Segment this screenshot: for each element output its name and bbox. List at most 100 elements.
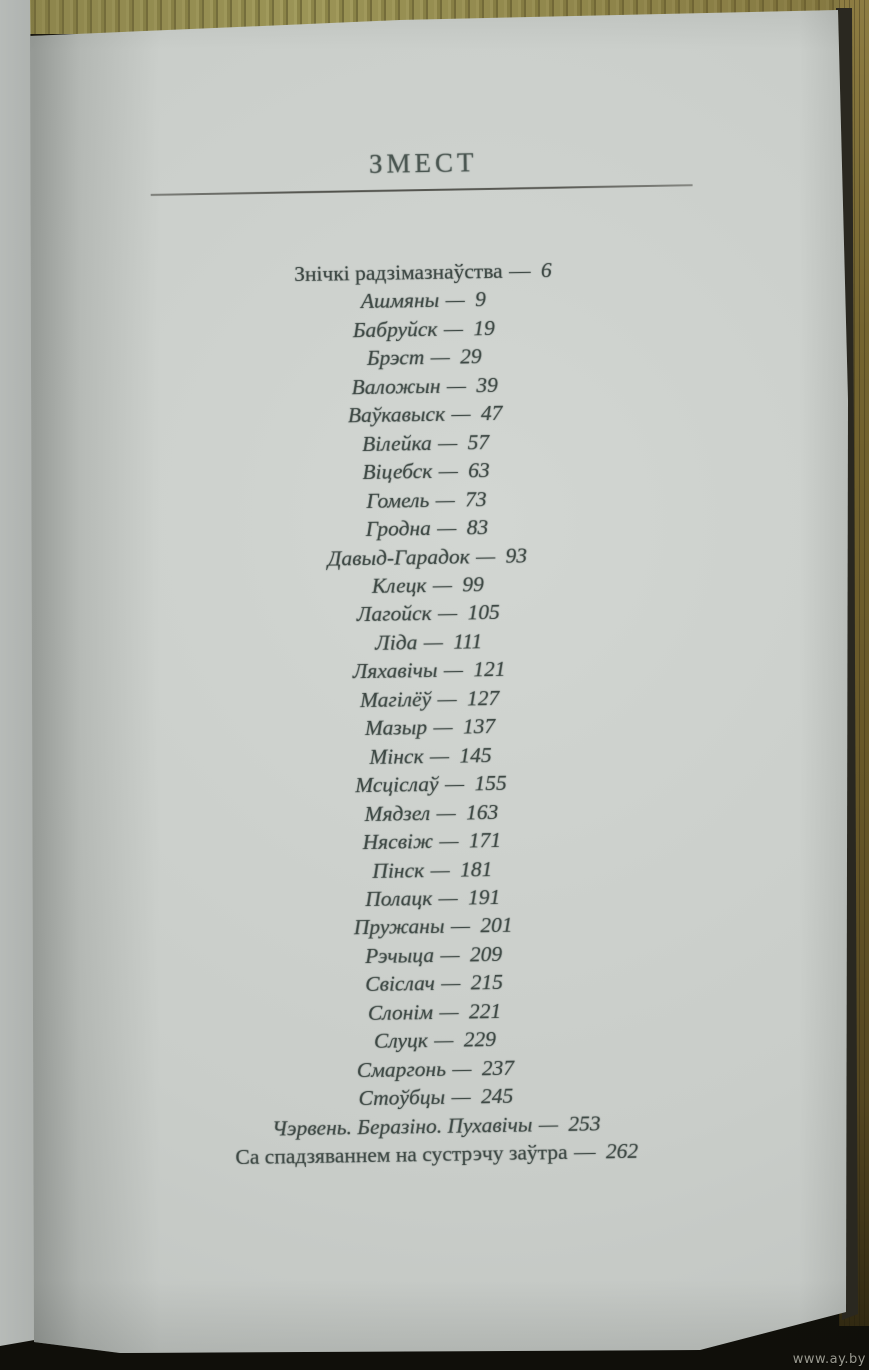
toc-entry-page: 57 xyxy=(467,429,490,455)
title-divider xyxy=(150,184,693,196)
toc-entry-title: Слонім xyxy=(367,999,434,1025)
toc-entry-title: Давыд-Гарадок xyxy=(327,543,470,571)
toc-entry-title: Смаргонь xyxy=(356,1056,447,1082)
toc-entry-page: 63 xyxy=(467,458,490,483)
toc-entry-separator: — xyxy=(434,970,468,996)
toc-entry-title: Лагойск xyxy=(356,601,432,627)
toc-entry-page: 105 xyxy=(467,600,500,625)
toc-entry-separator: — xyxy=(429,487,463,512)
toc-entry-title: Пружаны xyxy=(353,914,445,940)
toc-entry-title: Гродна xyxy=(365,516,432,542)
toc-entry-title: Мсціслаў xyxy=(355,772,439,798)
toc-entry-title: Клецк xyxy=(371,573,427,598)
toc-entry-page: 253 xyxy=(568,1110,601,1136)
toc-entry-page: 137 xyxy=(462,714,496,739)
toc-entry-separator: — xyxy=(437,657,471,683)
toc-entry-title: Стоўбцы xyxy=(358,1084,446,1111)
toc-entry-separator: — xyxy=(426,572,460,598)
toc-entry-separator: — xyxy=(430,686,465,711)
toc-entry-separator: — xyxy=(439,287,473,313)
toc-entry-page: 6 xyxy=(540,258,552,283)
toc-entry-separator: — xyxy=(431,430,465,455)
toc-entry-separator: — xyxy=(432,999,467,1024)
toc-entry-separator: — xyxy=(426,714,461,740)
toc-entry-title: Чэрвень. Беразіно. Пухавічы xyxy=(271,1112,533,1141)
toc-entry-separator: — xyxy=(433,942,468,967)
toc-entry-page: 201 xyxy=(480,913,513,938)
toc-entry-separator: — xyxy=(444,913,478,939)
toc-entry-page: 93 xyxy=(505,542,528,568)
toc-entry-separator: — xyxy=(427,1027,461,1053)
toc-entry-title: Магілёў xyxy=(359,686,432,712)
toc-entry-page: 19 xyxy=(473,315,495,341)
toc-entry-separator: — xyxy=(417,629,451,655)
toc-entry-page: 237 xyxy=(481,1055,515,1080)
toc-entry-title: Рэчыца xyxy=(364,942,435,968)
toc-entry-page: 73 xyxy=(464,486,487,512)
toc-entry-title: Бабруйск xyxy=(352,316,438,343)
toc-entry-title: Валожын xyxy=(351,373,441,399)
toc-entry-title: Вілейка xyxy=(361,430,432,456)
toc-entry-separator: — xyxy=(423,743,457,768)
toc-entry-title: Мазыр xyxy=(364,715,428,741)
toc-entry-separator: — xyxy=(429,800,464,825)
toc-entry-separator: — xyxy=(567,1139,604,1164)
toc-entry-page: 171 xyxy=(468,827,502,853)
toc-entry-page: 245 xyxy=(480,1083,514,1109)
toc-entry-separator: — xyxy=(423,857,458,882)
toc-entry-separator: — xyxy=(437,316,471,341)
toc-entry-separator: — xyxy=(444,1084,479,1109)
toc-entry-separator: — xyxy=(438,771,472,797)
toc-entry-page: 83 xyxy=(466,515,489,540)
toc-entry-title: Брэст xyxy=(366,345,425,371)
toc-entry-page: 111 xyxy=(453,629,483,654)
toc-entry-title: Слуцк xyxy=(373,1028,429,1054)
toc-entry-page: 215 xyxy=(470,970,504,995)
toc-entry-title: Знічкі радзімазнаўства xyxy=(294,258,503,287)
table-of-contents: ЗМЕСТ Знічкі радзімазнаўства — 6 Ашмяны —… xyxy=(150,144,708,1173)
toc-entry-separator: — xyxy=(469,543,503,568)
toc-entry-title: Полацк xyxy=(365,885,433,911)
toc-entry-separator: — xyxy=(432,828,467,854)
toc-entry-page: 221 xyxy=(468,998,502,1024)
toc-entry-page: 29 xyxy=(459,344,482,369)
toc-entry-page: 121 xyxy=(473,657,506,682)
toc-entry-page: 155 xyxy=(474,770,507,796)
toc-entry-page: 145 xyxy=(459,742,492,768)
toc-entry-title: Ашмяны xyxy=(360,288,440,314)
toc-entry-title: Свіслач xyxy=(365,971,436,997)
toc-entry-title: Віцебск xyxy=(362,459,433,485)
toc-entry-page: 127 xyxy=(466,685,500,711)
toc-entry-page: 191 xyxy=(467,884,501,910)
toc-entry-separator: — xyxy=(424,344,458,370)
toc-entry-separator: — xyxy=(444,401,479,426)
toc-entry-page: 262 xyxy=(605,1138,639,1164)
toc-entry-title: Са спадзяваннем на сустрэчу заўтра xyxy=(235,1139,568,1170)
toc-entry-title: Ваўкавыск xyxy=(347,401,446,428)
toc-entry-separator: — xyxy=(431,885,466,910)
toc-entry-separator: — xyxy=(532,1111,566,1137)
toc-entry-title: Гомель xyxy=(366,487,430,513)
toc-entry-page: 229 xyxy=(463,1027,497,1052)
toc-list: Знічкі радзімазнаўства — 6 Ашмяны — 9 Бабр… xyxy=(152,254,708,1173)
toc-entry-title: Ліда xyxy=(374,630,418,655)
toc-entry-page: 47 xyxy=(480,401,503,426)
toc-entry-separator: — xyxy=(430,515,464,541)
toc-entry-page: 9 xyxy=(474,287,487,312)
toc-entry-separator: — xyxy=(432,458,466,484)
toc-entry-title: Пінск xyxy=(372,857,425,883)
toc-entry-page: 163 xyxy=(465,799,499,825)
toc-entry-page: 99 xyxy=(462,572,484,597)
toc-entry-separator: — xyxy=(431,600,465,626)
toc-entry-separator: — xyxy=(502,258,539,283)
toc-entry-title: Нясвіж xyxy=(362,829,434,855)
toc-entry-page: 39 xyxy=(476,372,499,398)
toc-entry-page: 209 xyxy=(469,941,503,967)
toc-entry-page: 181 xyxy=(459,856,493,882)
toc-entry-separator: — xyxy=(440,373,474,398)
toc-entry-title: Мінск xyxy=(369,743,424,769)
toc-entry-separator: — xyxy=(445,1055,480,1081)
toc-entry-title: Ляхавічы xyxy=(352,658,438,684)
